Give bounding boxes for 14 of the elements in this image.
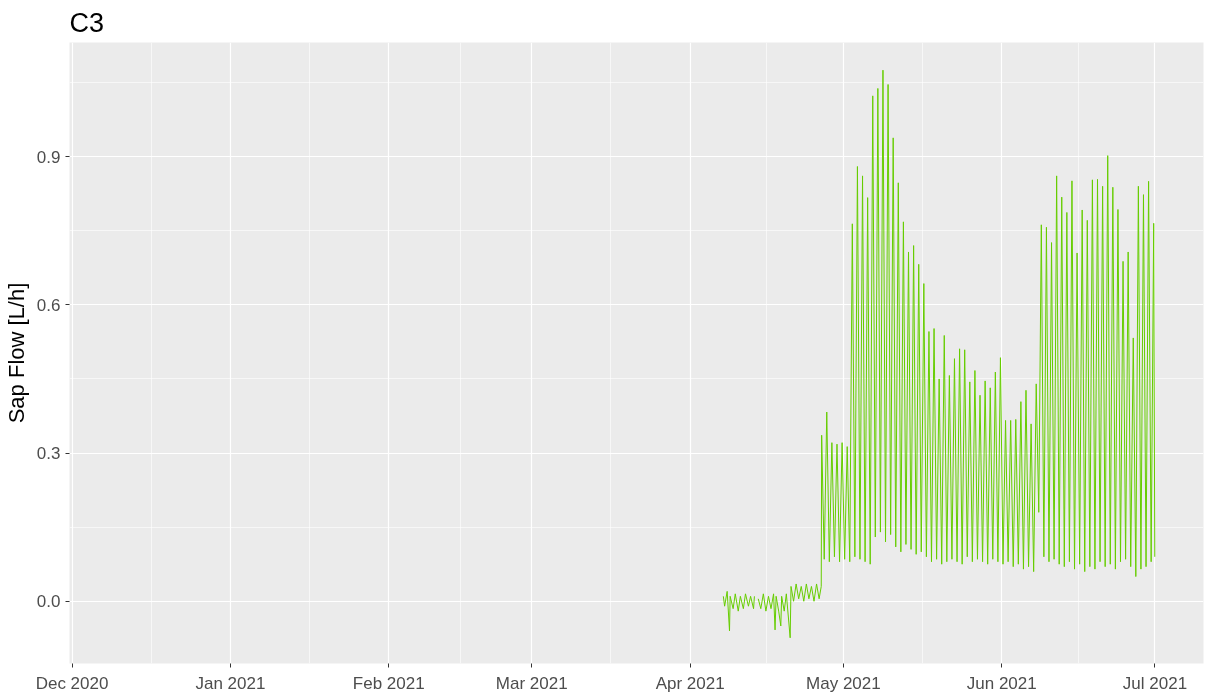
y-tick-label: 0.9 (36, 147, 61, 167)
x-tick-label: Jan 2021 (195, 673, 266, 693)
x-tick-label: Mar 2021 (495, 673, 568, 693)
y-tick-label: 0.3 (36, 444, 61, 464)
x-tick-label: Jul 2021 (1122, 673, 1188, 693)
x-tick-label: Dec 2020 (35, 673, 109, 693)
y-tick-label: 0.6 (36, 295, 61, 315)
x-tick-label: Apr 2021 (655, 673, 725, 693)
y-tick-label: 0.0 (36, 592, 61, 612)
x-tick-label: May 2021 (806, 673, 881, 693)
y-axis-title: Sap Flow [L/h] (3, 282, 29, 424)
x-tick-label: Feb 2021 (352, 673, 425, 693)
chart-title: C3 (69, 7, 105, 38)
x-tick-label: Jun 2021 (966, 673, 1037, 693)
